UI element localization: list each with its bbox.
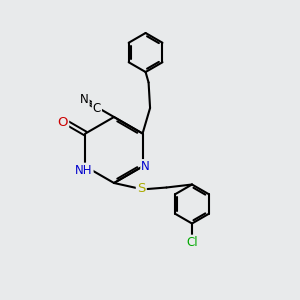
Text: C: C (93, 102, 101, 115)
Text: Cl: Cl (186, 236, 198, 249)
Text: N: N (141, 160, 150, 173)
Text: S: S (137, 182, 145, 196)
Text: O: O (58, 116, 68, 129)
Text: NH: NH (75, 164, 93, 177)
Text: N: N (80, 92, 89, 106)
